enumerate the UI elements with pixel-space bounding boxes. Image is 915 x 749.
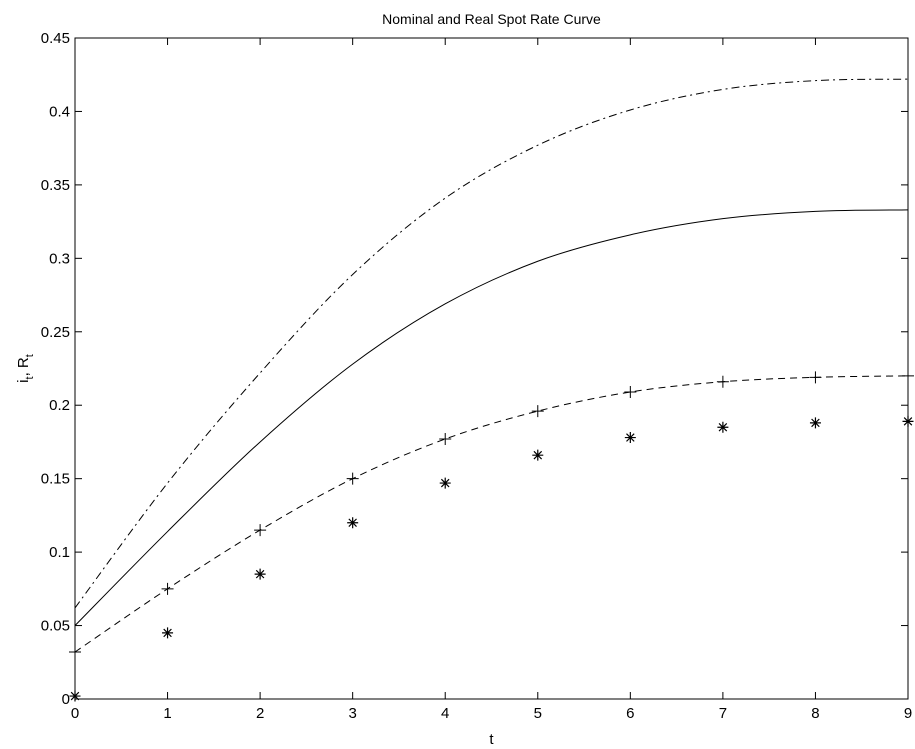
y-axis-label: it, Rt (15, 354, 36, 383)
x-axis-label: t (489, 731, 494, 748)
y-tick-label: 0.1 (49, 544, 70, 561)
x-tick-label: 8 (811, 705, 819, 722)
plus-marker-point (624, 386, 637, 399)
y-tick-label: 0.45 (41, 30, 70, 47)
star-marker-point (809, 417, 821, 429)
plus-marker-point (69, 645, 81, 658)
series-line-dashed (74, 375, 909, 653)
star-marker-point (162, 627, 174, 639)
plus-marker-point (809, 371, 822, 384)
star-marker-point (439, 477, 451, 489)
series-line-dash-dot (74, 78, 909, 609)
y-tick-label: 0.25 (41, 324, 70, 341)
y-tick-label: 0 (62, 691, 70, 708)
y-axis-label-r: R (15, 357, 32, 368)
plus-marker-point (161, 582, 174, 595)
y-tick-label: 0.15 (41, 471, 70, 488)
series-line-solid (74, 209, 909, 626)
star-marker-point (532, 449, 544, 461)
x-tick-label: 3 (348, 705, 356, 722)
x-tick-label: 2 (256, 705, 264, 722)
y-axis-label-i-sub: t (24, 376, 36, 379)
plus-marker-point (254, 524, 267, 537)
y-axis-label-i: i (15, 379, 32, 382)
y-axis-label-sep: , (15, 368, 32, 376)
y-tick-label: 0.4 (49, 103, 70, 120)
star-marker-point (69, 690, 81, 702)
y-tick-label: 0.35 (41, 177, 70, 194)
star-marker-point (254, 568, 266, 580)
plus-marker-point (902, 369, 914, 382)
plot-area-frame (74, 37, 909, 700)
x-tick-label: 5 (534, 705, 542, 722)
x-tick-label: 0 (71, 705, 79, 722)
plus-marker-point (531, 405, 544, 418)
y-tick-label: 0.2 (49, 397, 70, 414)
star-marker-point (624, 432, 636, 444)
chart-title: Nominal and Real Spot Rate Curve (382, 11, 601, 27)
plus-marker-point (716, 375, 729, 388)
plus-marker-point (439, 433, 452, 446)
star-marker-point (902, 415, 914, 427)
y-tick-label: 0.3 (49, 250, 70, 267)
x-tick-label: 9 (904, 705, 912, 722)
y-tick-label: 0.05 (41, 618, 70, 635)
x-tick-label: 4 (441, 705, 449, 722)
x-tick-label: 6 (626, 705, 634, 722)
series-layer (69, 78, 914, 702)
star-marker-point (717, 421, 729, 433)
y-axis-label-r-sub: t (24, 354, 36, 357)
x-tick-label: 7 (719, 705, 727, 722)
axis-ticks: 0 1 2 3 4 5 6 7 8 9 0 0.05 0.1 0.15 0.2 0.25 0.3 0.35 0.4 0… (41, 30, 912, 722)
star-marker-point (347, 517, 359, 529)
x-tick-label: 1 (163, 705, 171, 722)
plus-marker-point (346, 472, 359, 485)
